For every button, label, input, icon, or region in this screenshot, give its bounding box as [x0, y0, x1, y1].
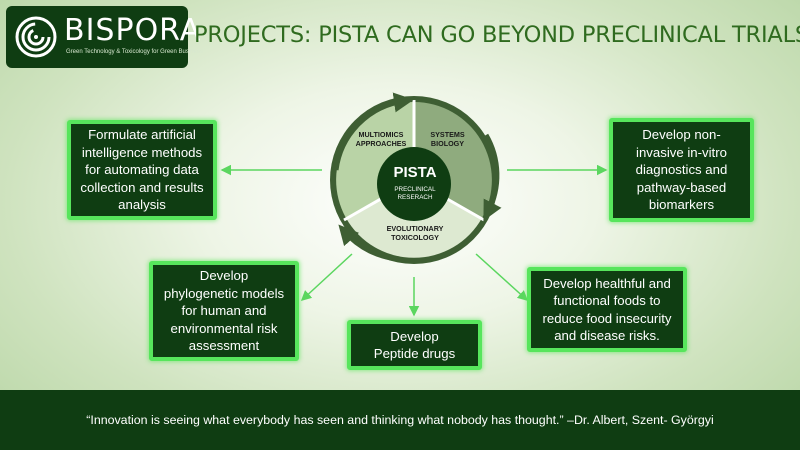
project-box-diagnostics: Develop non- invasive in-vitro diagnosti…: [609, 118, 754, 222]
brand-tagline: Green Technology & Toxicology for Green …: [66, 49, 203, 55]
center-hub: [377, 147, 451, 221]
footer-quote: “Innovation is seeing what everybody has…: [86, 413, 714, 427]
arrow-to-foods-box: [475, 253, 529, 302]
cycle-arrow-bottom: [338, 224, 401, 262]
company-logo: BISPORA Green Technology & Toxicology fo…: [6, 6, 203, 68]
project-box-peptide-drugs: Develop Peptide drugs: [347, 320, 482, 370]
spiral-logo-icon: [15, 16, 57, 58]
cycle-arrow-top: [333, 92, 414, 171]
footer-quote-bar: “Innovation is seeing what everybody has…: [0, 390, 800, 450]
segment-label-evolutionary-toxicology: EVOLUTIONARY TOXICOLOGY: [386, 224, 444, 242]
segment-label-multiomics: MULTIOMICS APPROACHES: [355, 130, 407, 148]
project-box-ai-methods: Formulate artificial intelligence method…: [67, 120, 217, 220]
project-box-functional-foods: Develop healthful and functional foods t…: [527, 267, 687, 352]
brand-name: BISPORA: [64, 13, 202, 48]
center-title: PISTA: [393, 164, 437, 181]
page-title: PROJECTS: PISTA CAN GO BEYOND PRECLINICA…: [194, 22, 800, 48]
arrow-to-phylogenetic-box: [300, 253, 353, 302]
cycle-diagram: [330, 92, 502, 264]
project-box-phylogenetic-models: Develop phylogenetic models for human an…: [149, 261, 299, 361]
center-subtitle: PRECLINICAL RESERACH: [394, 186, 436, 201]
segment-label-systems-biology: SYSTEMS BIOLOGY: [430, 130, 465, 148]
cycle-arrow-right: [483, 133, 502, 221]
